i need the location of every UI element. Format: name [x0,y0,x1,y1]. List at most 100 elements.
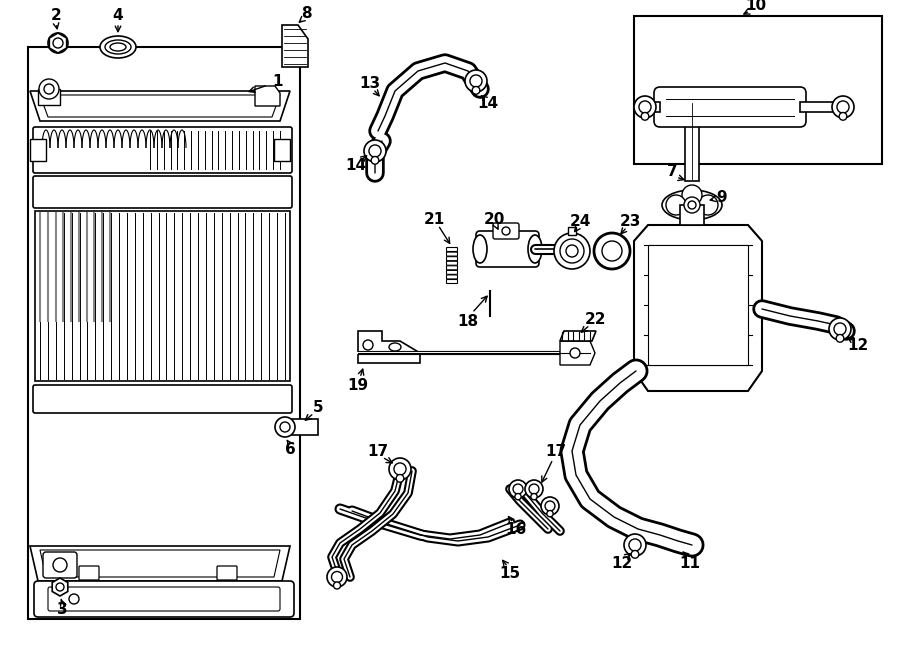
Circle shape [541,497,559,515]
FancyBboxPatch shape [654,87,806,127]
Polygon shape [255,86,280,106]
Text: 22: 22 [585,311,607,327]
Circle shape [525,480,543,498]
Circle shape [363,340,373,350]
Bar [35,211,290,381]
Circle shape [472,87,480,95]
Polygon shape [50,33,67,53]
Text: 24: 24 [570,214,590,229]
Text: 17: 17 [367,444,389,459]
Circle shape [682,185,702,205]
Text: 8: 8 [301,5,311,20]
Bar [634,16,882,164]
Circle shape [698,195,718,215]
Circle shape [369,145,381,157]
Circle shape [509,480,527,498]
FancyBboxPatch shape [446,247,457,251]
Circle shape [470,75,482,87]
Circle shape [275,417,295,437]
Polygon shape [648,245,748,365]
Text: 17: 17 [545,444,567,459]
Circle shape [39,79,59,99]
Circle shape [465,70,487,92]
Polygon shape [282,25,308,67]
FancyBboxPatch shape [33,176,292,208]
Circle shape [394,463,406,475]
Circle shape [834,323,846,335]
Polygon shape [40,550,280,577]
Bar [290,419,318,435]
Text: 12: 12 [848,338,868,352]
Bar [680,205,704,225]
Text: 6: 6 [284,442,295,457]
Circle shape [629,539,641,551]
Text: 16: 16 [506,522,526,537]
Text: 10: 10 [745,0,767,13]
Bar [568,227,576,235]
Ellipse shape [110,43,126,51]
Circle shape [531,494,537,500]
Polygon shape [40,95,280,117]
Circle shape [684,197,700,213]
Polygon shape [358,331,420,363]
Text: 9: 9 [716,190,727,204]
Circle shape [836,334,844,342]
FancyBboxPatch shape [476,231,539,267]
Circle shape [44,84,54,94]
Text: 21: 21 [423,212,445,227]
Text: 2: 2 [50,9,61,24]
Ellipse shape [528,235,542,263]
Polygon shape [30,546,290,581]
Circle shape [554,233,590,269]
FancyBboxPatch shape [446,256,457,260]
Circle shape [529,484,539,494]
Circle shape [560,239,584,263]
Circle shape [53,558,67,572]
Circle shape [327,567,347,587]
Text: 13: 13 [359,75,381,91]
Circle shape [682,205,702,225]
Circle shape [641,112,649,120]
Circle shape [364,140,386,162]
FancyBboxPatch shape [446,266,457,270]
Circle shape [331,572,343,582]
Circle shape [280,422,290,432]
Polygon shape [30,91,290,121]
Text: 4: 4 [112,9,123,24]
Circle shape [513,484,523,494]
Circle shape [570,348,580,358]
Circle shape [515,494,521,500]
Circle shape [69,594,79,604]
Ellipse shape [100,36,136,58]
Circle shape [832,96,854,118]
Bar [28,47,300,619]
Circle shape [624,534,646,556]
Text: 12: 12 [611,555,633,570]
Circle shape [688,201,696,209]
FancyBboxPatch shape [446,280,457,284]
Bar [274,139,290,161]
Ellipse shape [105,40,131,54]
FancyBboxPatch shape [33,127,292,173]
Text: 20: 20 [483,212,505,227]
Bar [685,101,699,181]
Bar [644,102,660,112]
Polygon shape [52,578,68,596]
Text: 5: 5 [312,399,323,414]
FancyBboxPatch shape [493,223,519,239]
FancyBboxPatch shape [217,566,237,580]
Circle shape [666,195,686,215]
Text: 19: 19 [347,377,369,393]
Circle shape [371,157,379,164]
Circle shape [56,583,64,591]
Text: 14: 14 [477,95,499,110]
Circle shape [566,245,578,257]
FancyBboxPatch shape [446,275,457,279]
Circle shape [502,227,510,235]
Ellipse shape [473,235,487,263]
FancyBboxPatch shape [34,581,294,617]
Polygon shape [560,331,596,341]
Ellipse shape [672,196,712,214]
FancyBboxPatch shape [43,552,77,578]
Ellipse shape [662,190,722,220]
